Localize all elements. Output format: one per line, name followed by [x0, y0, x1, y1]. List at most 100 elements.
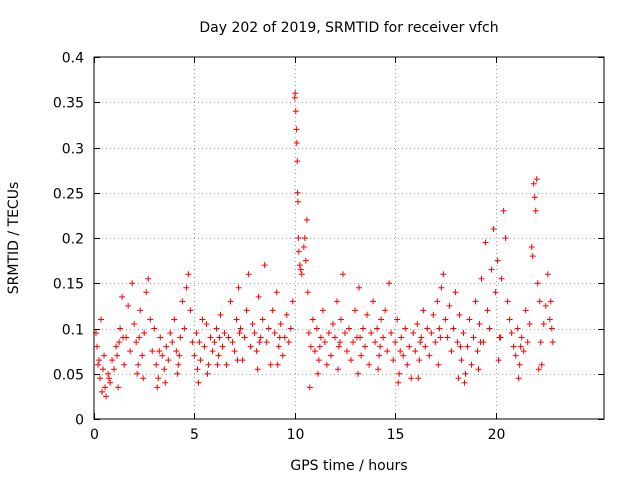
- data-point: [134, 370, 141, 377]
- data-point: [211, 339, 218, 346]
- data-point: [462, 370, 469, 377]
- data-point: [536, 298, 543, 305]
- data-point: [357, 334, 364, 341]
- data-point: [502, 235, 509, 241]
- data-point: [117, 325, 124, 332]
- data-point: [277, 320, 284, 327]
- data-point: [127, 348, 134, 355]
- data-point: [400, 352, 407, 359]
- data-point: [392, 339, 399, 346]
- data-point: [95, 361, 102, 368]
- data-point: [484, 307, 491, 314]
- data-point: [410, 330, 417, 337]
- data-point: [179, 298, 186, 305]
- data-point: [236, 330, 243, 337]
- data-point: [394, 316, 401, 323]
- data-point: [364, 311, 371, 318]
- data-point: [171, 316, 178, 323]
- data-point: [235, 284, 242, 291]
- data-point: [532, 207, 539, 214]
- data-point: [336, 339, 343, 346]
- data-point: [323, 361, 330, 368]
- data-point: [100, 366, 107, 373]
- data-point: [167, 330, 174, 337]
- data-point: [327, 352, 334, 359]
- data-point: [283, 311, 290, 318]
- data-point: [193, 330, 200, 337]
- data-point: [329, 320, 336, 327]
- data-point: [219, 343, 226, 350]
- y-tick-label: 0.35: [53, 96, 84, 112]
- data-point: [267, 361, 274, 368]
- x-tick-label: 5: [190, 427, 199, 443]
- data-point: [305, 330, 312, 337]
- data-point: [276, 334, 283, 341]
- data-point: [140, 375, 147, 382]
- data-point: [492, 289, 499, 296]
- data-point: [215, 352, 222, 359]
- data-point: [111, 366, 118, 373]
- data-point: [273, 289, 280, 296]
- data-point: [121, 361, 128, 368]
- data-point: [257, 334, 264, 341]
- data-point: [325, 330, 332, 337]
- chart-title: Day 202 of 2019, SRMTID for receiver vfc…: [199, 20, 498, 36]
- data-point: [139, 352, 146, 359]
- data-point: [316, 343, 323, 350]
- data-point: [113, 343, 120, 350]
- data-point: [107, 379, 114, 386]
- data-point: [470, 334, 477, 341]
- data-point: [135, 361, 142, 368]
- data-point: [506, 316, 513, 323]
- data-point: [500, 207, 507, 214]
- data-point: [446, 302, 453, 309]
- data-point: [533, 176, 540, 183]
- data-point: [404, 361, 411, 368]
- data-point: [384, 348, 391, 355]
- data-point: [131, 320, 138, 327]
- data-point: [402, 325, 409, 332]
- y-tick-label: 0.3: [62, 142, 84, 158]
- data-point: [415, 375, 422, 382]
- data-point: [205, 361, 212, 368]
- data-point: [356, 284, 363, 291]
- data-point: [239, 357, 246, 364]
- y-tick-label: 0.1: [62, 323, 84, 339]
- y-tick-label: 0: [75, 413, 84, 429]
- data-point: [145, 275, 152, 282]
- data-point: [396, 370, 403, 377]
- data-point: [512, 352, 519, 359]
- y-tick-label: 0.4: [62, 51, 84, 67]
- data-point: [372, 339, 379, 346]
- data-point: [497, 334, 504, 341]
- data-point: [187, 307, 194, 314]
- data-point: [94, 343, 101, 350]
- data-point: [163, 343, 170, 350]
- data-point: [522, 307, 529, 314]
- data-point: [293, 139, 300, 146]
- data-point: [337, 316, 344, 323]
- data-point: [247, 343, 254, 350]
- data-point: [352, 307, 359, 314]
- data-point: [133, 339, 140, 346]
- data-point: [348, 357, 355, 364]
- data-point: [253, 348, 260, 355]
- data-point: [531, 194, 538, 201]
- y-tick-label: 0.05: [53, 368, 84, 384]
- data-point: [115, 384, 122, 391]
- data-point: [524, 339, 531, 346]
- data-point: [540, 320, 547, 327]
- data-point: [189, 339, 196, 346]
- x-tick-label: 0: [90, 427, 99, 443]
- data-point: [287, 325, 294, 332]
- data-point: [370, 298, 377, 305]
- data-point: [103, 393, 110, 400]
- data-point: [518, 334, 525, 341]
- data-points: [93, 90, 556, 400]
- data-point: [173, 348, 180, 355]
- x-axis-label: GPS time / hours: [290, 458, 407, 474]
- data-point: [528, 244, 535, 251]
- data-point: [285, 339, 292, 346]
- data-point: [161, 366, 168, 373]
- data-point: [97, 375, 104, 382]
